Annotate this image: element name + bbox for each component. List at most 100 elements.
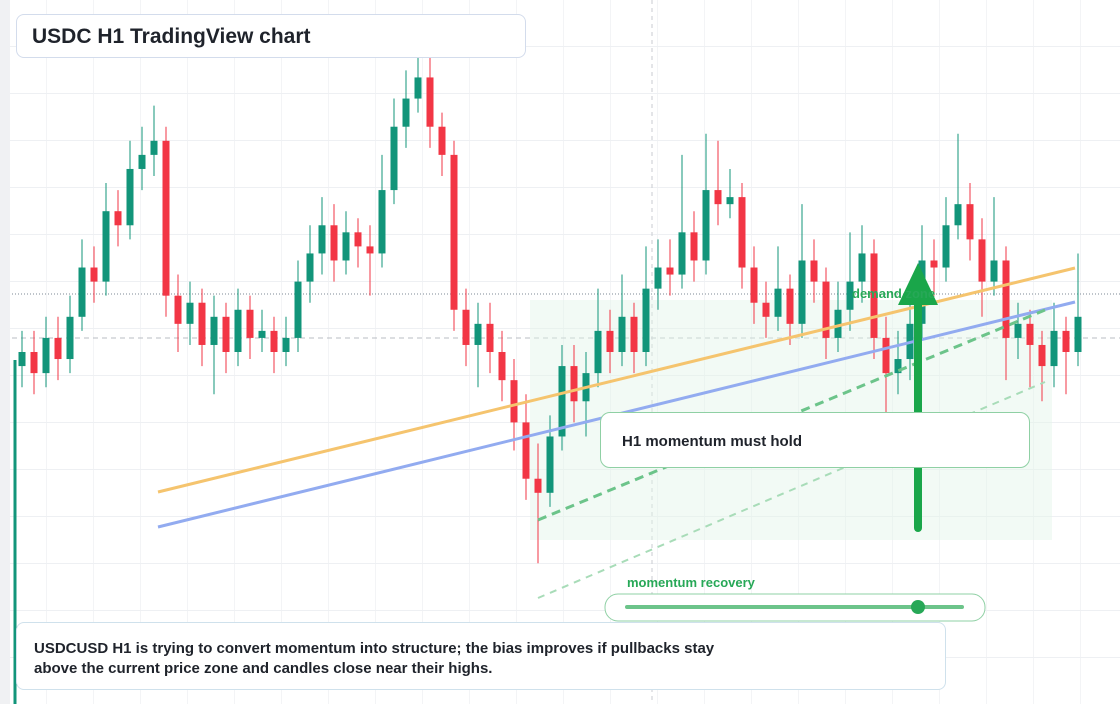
candle-body xyxy=(978,239,986,282)
candle-body xyxy=(750,267,758,303)
candle-body xyxy=(414,77,422,99)
candle-body xyxy=(30,352,38,374)
chart-title: USDC H1 TradingView chart xyxy=(16,14,526,58)
candle-body xyxy=(1014,323,1022,338)
candle-body xyxy=(270,330,278,352)
candle-body xyxy=(702,190,710,261)
candle-body xyxy=(294,281,302,338)
candle-body xyxy=(174,295,182,324)
candle-body xyxy=(522,422,530,479)
candle-body xyxy=(882,337,890,374)
candle-body xyxy=(498,352,506,381)
candle-body xyxy=(1062,330,1070,352)
candle-body xyxy=(738,197,746,268)
candle-body xyxy=(618,316,626,352)
candle-body xyxy=(786,288,794,324)
candle-body xyxy=(162,140,170,296)
candle-body xyxy=(378,190,386,254)
candle-body xyxy=(870,253,878,338)
candle-body xyxy=(90,267,98,282)
candle-body xyxy=(630,316,638,352)
candle-body xyxy=(18,352,26,367)
candle-body xyxy=(150,140,158,155)
candle-body xyxy=(654,267,662,289)
candle-body xyxy=(306,253,314,282)
candle-body xyxy=(486,323,494,352)
candle-body xyxy=(510,380,518,423)
candle-body xyxy=(954,204,962,226)
candle-body xyxy=(354,232,362,247)
candle-body xyxy=(1026,323,1034,345)
candle-body xyxy=(462,309,470,345)
note-box: USDCUSD H1 is trying to convert momentum… xyxy=(16,622,946,690)
candle-body xyxy=(966,204,974,240)
candle-body xyxy=(318,225,326,254)
candle-body xyxy=(858,253,866,282)
candle-body xyxy=(282,337,290,352)
note-text: USDCUSD H1 is trying to convert momentum… xyxy=(34,640,715,677)
zone-label: demand zone xyxy=(852,286,936,301)
candle-body xyxy=(198,302,206,345)
candle-body xyxy=(474,323,482,345)
candle-body xyxy=(330,225,338,261)
candle-body xyxy=(846,281,854,310)
candle-body xyxy=(1050,330,1058,367)
candle-body xyxy=(342,232,350,261)
slider-label: momentum recovery xyxy=(627,575,755,590)
candle-body xyxy=(894,359,902,374)
candle-body xyxy=(546,436,554,493)
candle-body xyxy=(186,302,194,324)
candles xyxy=(18,14,1082,564)
candle-body xyxy=(834,309,842,338)
candle-body xyxy=(126,168,134,226)
candle-body xyxy=(798,260,806,324)
candle-body xyxy=(210,316,218,345)
candle-body xyxy=(426,77,434,127)
candle-body xyxy=(1074,316,1082,352)
candle-body xyxy=(930,260,938,268)
candle-body xyxy=(258,330,266,338)
candle-body xyxy=(942,225,950,268)
candle-body xyxy=(66,316,74,360)
candle-body xyxy=(114,211,122,226)
candle-body xyxy=(594,330,602,374)
candle-body xyxy=(810,260,818,282)
candle-body xyxy=(822,281,830,338)
candle-body xyxy=(990,260,998,282)
callout: H1 momentum must hold xyxy=(600,412,1030,468)
candle-body xyxy=(138,154,146,169)
slider-knob[interactable] xyxy=(911,600,925,614)
candle-body xyxy=(762,302,770,317)
candle-body xyxy=(42,337,50,374)
candle-body xyxy=(690,232,698,261)
candle-body xyxy=(234,309,242,352)
candle-body xyxy=(534,478,542,493)
candle-body xyxy=(402,98,410,127)
candle-body xyxy=(570,366,578,402)
candle-body xyxy=(102,211,110,282)
candle-body xyxy=(642,288,650,352)
candle-body xyxy=(678,232,686,275)
candle-body xyxy=(558,366,566,437)
candle-body xyxy=(366,246,374,254)
candle-body xyxy=(774,288,782,317)
candle-body xyxy=(390,126,398,191)
candle-body xyxy=(714,190,722,205)
candle-body xyxy=(1002,260,1010,338)
trend-line-orange xyxy=(157,266,1076,494)
candle-body xyxy=(726,197,734,205)
candle-body xyxy=(666,267,674,275)
candle-body xyxy=(450,154,458,310)
candle-body xyxy=(54,337,62,360)
candle-body xyxy=(222,316,230,352)
arrow-head xyxy=(898,263,938,305)
candle-body xyxy=(1038,344,1046,367)
candle-body xyxy=(606,330,614,352)
candle-body xyxy=(78,267,86,317)
candle-body xyxy=(246,309,254,338)
candle-body xyxy=(438,126,446,155)
